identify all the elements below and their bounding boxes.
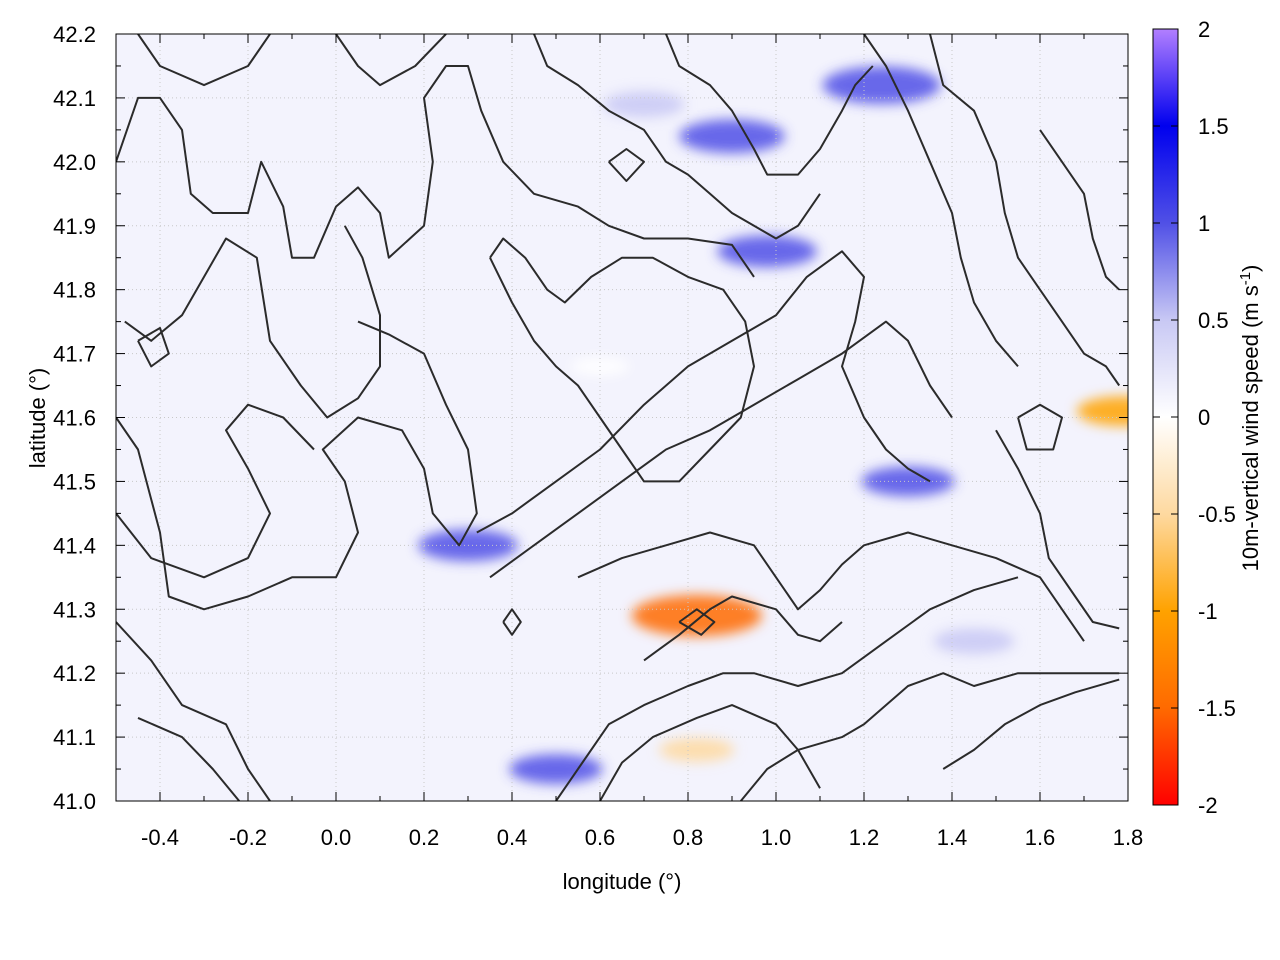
y-tick-label: 41.6 bbox=[53, 406, 96, 431]
x-tick-label: 0.2 bbox=[409, 825, 440, 850]
contour-line-14 bbox=[942, 678, 1120, 770]
y-tick-label: 41.4 bbox=[53, 533, 96, 558]
colorbar-tick-label: 1 bbox=[1198, 211, 1210, 236]
contour-line-27 bbox=[137, 327, 170, 368]
colorbar: 2 1.5 1 0.5 0 -0.5 -1 -1.5 -2 10m-vertical wind … bbox=[1152, 17, 1263, 818]
x-tick-label: -0.2 bbox=[229, 825, 267, 850]
heatmap-features bbox=[418, 66, 1128, 784]
contour-line-1 bbox=[124, 225, 381, 419]
colorbar-tick-label: -1 bbox=[1198, 599, 1218, 624]
heatmap-feature-7 bbox=[509, 754, 603, 784]
contour-line-3 bbox=[116, 403, 315, 579]
y-tick-label: 42.1 bbox=[53, 86, 96, 111]
colorbar-label-sup: -1 bbox=[1237, 272, 1254, 285]
x-tick-label: 0.0 bbox=[321, 825, 352, 850]
x-tick-label: 1.6 bbox=[1025, 825, 1056, 850]
heatmap-feature-11 bbox=[1076, 396, 1128, 426]
heatmap-feature-0 bbox=[631, 594, 762, 637]
heatmap-feature-8 bbox=[659, 737, 735, 762]
colorbar-tick-label: -0.5 bbox=[1198, 502, 1236, 527]
contour-line-11 bbox=[555, 576, 1019, 801]
contour-line-17 bbox=[1039, 129, 1120, 291]
contour-line-0 bbox=[116, 65, 755, 278]
x-tick-label: -0.4 bbox=[141, 825, 179, 850]
contour-line-22 bbox=[137, 34, 271, 87]
contour-line-2 bbox=[116, 320, 478, 611]
x-tick-label: 1.4 bbox=[937, 825, 968, 850]
x-tick-label: 1.0 bbox=[761, 825, 792, 850]
grid-lines bbox=[116, 34, 1128, 801]
colorbar-label-end: ) bbox=[1238, 265, 1263, 272]
x-tick-label: 1.8 bbox=[1113, 825, 1144, 850]
contour-line-8 bbox=[489, 320, 953, 579]
contour-line-26 bbox=[608, 148, 645, 182]
y-tick-label: 42.0 bbox=[53, 150, 96, 175]
contour-line-25 bbox=[1017, 403, 1063, 451]
colorbar-label: 10m-vertical wind speed (m s-1) bbox=[1237, 265, 1263, 572]
contour-line-15 bbox=[929, 34, 1121, 387]
y-tick-label: 41.5 bbox=[53, 469, 96, 494]
colorbar-label-main: 10m-vertical wind speed (m s bbox=[1238, 285, 1263, 571]
contour-line-20 bbox=[533, 34, 821, 240]
y-tick-label: 42.2 bbox=[53, 22, 96, 47]
y-tick-label: 41.7 bbox=[53, 342, 96, 367]
colorbar-tick-label: 0 bbox=[1198, 405, 1210, 430]
contour-line-13 bbox=[740, 672, 1120, 801]
contour-line-7 bbox=[476, 250, 931, 534]
contour-line-10 bbox=[643, 595, 843, 662]
heatmap-feature-6 bbox=[933, 628, 1015, 655]
x-tick-label: 0.4 bbox=[497, 825, 528, 850]
heatmap-feature-1 bbox=[679, 119, 785, 154]
y-tick-label: 41.0 bbox=[53, 789, 96, 814]
contour-line-18 bbox=[995, 429, 1120, 630]
colorbar-tick-label: -1.5 bbox=[1198, 696, 1236, 721]
contour-line-6 bbox=[489, 237, 755, 483]
y-tick-label: 41.9 bbox=[53, 214, 96, 239]
x-tick-label: 1.2 bbox=[849, 825, 880, 850]
contour-line-23 bbox=[678, 608, 716, 636]
colorbar-tick-label: 1.5 bbox=[1198, 114, 1229, 139]
y-tick-label: 41.8 bbox=[53, 278, 96, 303]
contour-line-4 bbox=[116, 621, 271, 801]
contour-line-19 bbox=[665, 34, 874, 176]
contour-line-9 bbox=[577, 531, 1085, 642]
plot-area bbox=[116, 34, 1128, 801]
contour-line-12 bbox=[599, 704, 821, 801]
y-tick-label: 41.1 bbox=[53, 725, 96, 750]
contour-line-16 bbox=[863, 34, 1019, 368]
colorbar-tick-label: 0.5 bbox=[1198, 308, 1229, 333]
y-tick-label: 41.3 bbox=[53, 597, 96, 622]
y-axis: 41.0 41.1 41.2 41.3 41.4 41.5 41.6 41.7 41.8 41.9… bbox=[53, 22, 1128, 814]
contour-line-5 bbox=[137, 716, 240, 801]
colorbar-tick-label: 2 bbox=[1198, 17, 1210, 42]
contour-line-24 bbox=[502, 608, 522, 636]
terrain-contours bbox=[116, 34, 1121, 801]
y-axis-label: latitude (°) bbox=[25, 368, 50, 469]
x-axis: -0.4 -0.2 0.0 0.2 0.4 0.6 0.8 1.0 1.2 1.4 1.6 1.8 bbox=[115, 34, 1144, 850]
x-tick-label: 0.8 bbox=[673, 825, 704, 850]
contour-line-21 bbox=[335, 34, 447, 87]
heatmap-feature-4 bbox=[717, 235, 817, 268]
heatmap-feature-2 bbox=[822, 66, 941, 104]
x-tick-label: 0.6 bbox=[585, 825, 616, 850]
x-axis-label: longitude (°) bbox=[563, 869, 682, 894]
colorbar-ticks: 2 1.5 1 0.5 0 -0.5 -1 -1.5 -2 bbox=[1153, 17, 1236, 818]
colorbar-tick-label: -2 bbox=[1198, 793, 1218, 818]
y-tick-label: 41.2 bbox=[53, 661, 96, 686]
